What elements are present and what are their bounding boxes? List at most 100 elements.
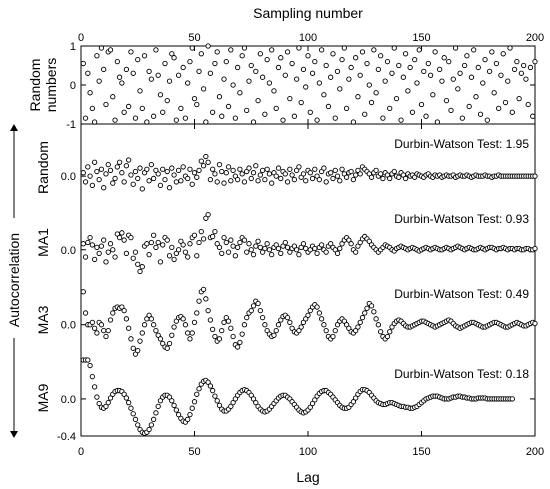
data-point bbox=[282, 72, 288, 78]
data-point bbox=[353, 172, 359, 178]
data-point bbox=[293, 247, 300, 253]
data-point bbox=[350, 119, 357, 125]
data-point bbox=[182, 249, 189, 255]
data-point bbox=[203, 215, 209, 221]
data-point bbox=[139, 105, 145, 112]
data-point bbox=[178, 105, 184, 112]
data-point bbox=[287, 319, 293, 326]
data-point bbox=[214, 179, 220, 185]
data-point bbox=[330, 51, 336, 57]
data-point bbox=[191, 399, 198, 405]
data-point bbox=[171, 172, 177, 178]
data-point bbox=[135, 57, 141, 63]
durbin-watson-label: Durbin-Watson Test: 0.49 bbox=[394, 287, 529, 301]
data-point bbox=[382, 78, 388, 84]
data-point bbox=[244, 314, 250, 321]
data-point bbox=[114, 164, 120, 170]
data-point bbox=[328, 170, 334, 176]
data-point bbox=[101, 327, 107, 334]
data-point bbox=[103, 333, 109, 340]
data-point bbox=[187, 166, 193, 172]
data-point bbox=[509, 109, 515, 115]
data-point bbox=[368, 99, 375, 106]
y-tick-label: 0.0 bbox=[61, 245, 76, 257]
data-point bbox=[375, 322, 382, 328]
data-point bbox=[121, 237, 127, 243]
data-point bbox=[228, 237, 234, 243]
data-point bbox=[264, 57, 270, 63]
data-point bbox=[205, 43, 211, 49]
data-point bbox=[191, 96, 198, 102]
data-point bbox=[153, 410, 159, 416]
data-point bbox=[287, 249, 293, 255]
data-point bbox=[196, 298, 202, 304]
data-point bbox=[110, 310, 116, 316]
data-point bbox=[293, 76, 300, 82]
data-point bbox=[194, 174, 200, 180]
data-point bbox=[250, 251, 257, 258]
data-point bbox=[101, 237, 107, 243]
data-point bbox=[180, 164, 186, 170]
data-point bbox=[157, 182, 164, 189]
y-tick-label: -0.4 bbox=[57, 431, 76, 443]
data-point bbox=[105, 327, 111, 334]
y-tick-label: -1 bbox=[66, 119, 76, 131]
data-point bbox=[244, 249, 250, 255]
data-point bbox=[321, 322, 327, 328]
data-point bbox=[434, 119, 441, 125]
data-point bbox=[323, 249, 329, 255]
data-point bbox=[164, 97, 170, 104]
data-point bbox=[223, 239, 229, 246]
data-point bbox=[332, 167, 338, 174]
data-point bbox=[323, 327, 329, 334]
data-point bbox=[82, 254, 89, 260]
data-point bbox=[196, 167, 202, 174]
data-point bbox=[205, 212, 211, 218]
data-point bbox=[471, 47, 477, 53]
data-point bbox=[246, 241, 252, 247]
data-point bbox=[205, 379, 211, 385]
data-point bbox=[185, 175, 191, 182]
data-point bbox=[241, 237, 248, 243]
data-point bbox=[314, 250, 320, 257]
data-point bbox=[371, 309, 377, 315]
data-point bbox=[257, 51, 263, 57]
data-point bbox=[205, 159, 211, 165]
data-point bbox=[150, 175, 157, 182]
data-point bbox=[309, 175, 316, 182]
data-point bbox=[173, 117, 179, 123]
data-point bbox=[112, 254, 118, 260]
data-point bbox=[148, 161, 155, 168]
data-point bbox=[246, 165, 252, 171]
data-point bbox=[187, 336, 193, 342]
data-point bbox=[123, 163, 130, 169]
data-point bbox=[135, 347, 141, 354]
data-point bbox=[230, 167, 236, 174]
data-point bbox=[91, 159, 98, 165]
data-point bbox=[110, 94, 116, 100]
data-point bbox=[532, 173, 538, 179]
data-point bbox=[228, 403, 234, 409]
data-point bbox=[187, 58, 193, 65]
data-point bbox=[364, 305, 370, 311]
bottom-x-tick-label: 150 bbox=[412, 446, 430, 458]
data-point bbox=[164, 237, 170, 243]
data-point bbox=[284, 179, 291, 185]
durbin-watson-label: Durbin-Watson Test: 1.95 bbox=[394, 137, 529, 151]
data-point bbox=[212, 228, 218, 235]
data-point bbox=[437, 66, 443, 73]
data-point bbox=[101, 185, 107, 191]
data-point bbox=[309, 400, 316, 407]
data-point bbox=[391, 168, 397, 175]
data-point bbox=[91, 119, 98, 125]
data-point bbox=[225, 164, 232, 170]
data-point bbox=[98, 45, 105, 51]
data-point bbox=[126, 157, 132, 163]
data-point bbox=[141, 53, 148, 59]
data-point bbox=[150, 322, 157, 328]
data-point bbox=[157, 398, 164, 404]
data-point bbox=[461, 62, 468, 69]
data-point bbox=[287, 166, 293, 172]
data-point bbox=[210, 233, 216, 240]
